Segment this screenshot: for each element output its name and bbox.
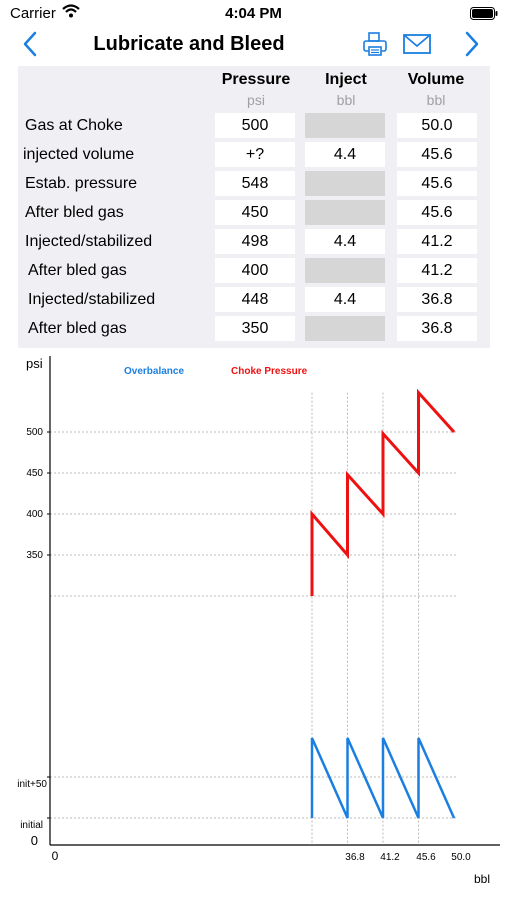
x-tick-label: 41.2 [380, 852, 400, 863]
inject-cell[interactable]: 4.4 [305, 229, 385, 254]
status-bar: Carrier 4:04 PM [0, 0, 507, 28]
battery-icon [470, 7, 498, 20]
inject-cell [305, 113, 385, 138]
pressure-cell[interactable]: +? [215, 142, 295, 167]
volume-cell: 41.2 [397, 229, 477, 254]
row-label: Injected/stabilized [25, 233, 153, 250]
row-label: injected volume [23, 146, 135, 163]
inject-cell [305, 200, 385, 225]
row-label: Injected/stabilized [28, 291, 156, 308]
x-tick-label: 45.6 [416, 852, 436, 863]
volume-cell: 36.8 [397, 316, 477, 341]
legend-overbalance: Overbalance [124, 366, 184, 377]
row-label: Gas at Choke [25, 117, 123, 134]
y-tick-label: init+50 [17, 779, 47, 790]
x-tick-label: 0 [52, 849, 59, 863]
inject-cell[interactable]: 4.4 [305, 142, 385, 167]
volume-cell: 41.2 [397, 258, 477, 283]
y-axis-title: psi [26, 356, 43, 371]
row-label: After bled gas [28, 320, 127, 337]
pressure-cell[interactable]: 548 [215, 171, 295, 196]
print-icon[interactable] [362, 31, 388, 57]
volume-cell: 45.6 [397, 200, 477, 225]
pressure-cell[interactable]: 500 [215, 113, 295, 138]
carrier-label: Carrier [10, 5, 56, 22]
y-tick-label: 450 [26, 468, 43, 479]
x-axis-title: bbl [474, 872, 490, 886]
volume-cell: 50.0 [397, 113, 477, 138]
x-tick-label: 36.8 [345, 852, 365, 863]
inject-cell [305, 258, 385, 283]
unit-volume: bbl [426, 92, 446, 108]
pressure-cell[interactable]: 350 [215, 316, 295, 341]
legend-choke-pressure: Choke Pressure [231, 366, 308, 377]
y-tick-label: 350 [26, 550, 43, 561]
header-volume: Volume [407, 71, 465, 88]
data-table: Pressure Inject Volume psi bbl bbl Gas a… [18, 66, 490, 348]
pressure-chart: psi bbl Overbalance Choke Pressure 500 4… [17, 356, 500, 886]
forward-chevron-icon[interactable] [464, 31, 480, 57]
back-chevron-icon[interactable] [22, 31, 38, 57]
unit-inject: bbl [336, 92, 356, 108]
header-inject: Inject [325, 71, 367, 88]
chart-grid [47, 392, 456, 845]
pressure-cell[interactable]: 498 [215, 229, 295, 254]
y-tick-label: 0 [31, 833, 38, 848]
mail-icon[interactable] [403, 33, 431, 55]
volume-cell: 36.8 [397, 287, 477, 312]
status-time: 4:04 PM [225, 5, 282, 22]
pressure-cell[interactable]: 450 [215, 200, 295, 225]
row-label: After bled gas [28, 262, 127, 279]
wifi-icon [62, 4, 80, 18]
volume-cell: 45.6 [397, 171, 477, 196]
inject-cell [305, 316, 385, 341]
pressure-cell[interactable]: 400 [215, 258, 295, 283]
inject-cell [305, 171, 385, 196]
nav-bar: Lubricate and Bleed [0, 28, 507, 62]
y-tick-label: initial [20, 820, 43, 831]
overbalance-line [310, 737, 456, 819]
volume-cell: 45.6 [397, 142, 477, 167]
page-title: Lubricate and Bleed [93, 33, 285, 55]
y-tick-label: 500 [26, 427, 43, 438]
pressure-cell[interactable]: 448 [215, 287, 295, 312]
choke-pressure-line [310, 388, 456, 596]
unit-pressure: psi [247, 92, 265, 108]
chart-series [310, 388, 456, 819]
x-tick-label: 50.0 [451, 852, 471, 863]
y-tick-label: 400 [26, 509, 43, 520]
header-pressure: Pressure [221, 71, 291, 88]
row-label: After bled gas [25, 204, 124, 221]
row-label: Estab. pressure [25, 175, 138, 192]
inject-cell[interactable]: 4.4 [305, 287, 385, 312]
